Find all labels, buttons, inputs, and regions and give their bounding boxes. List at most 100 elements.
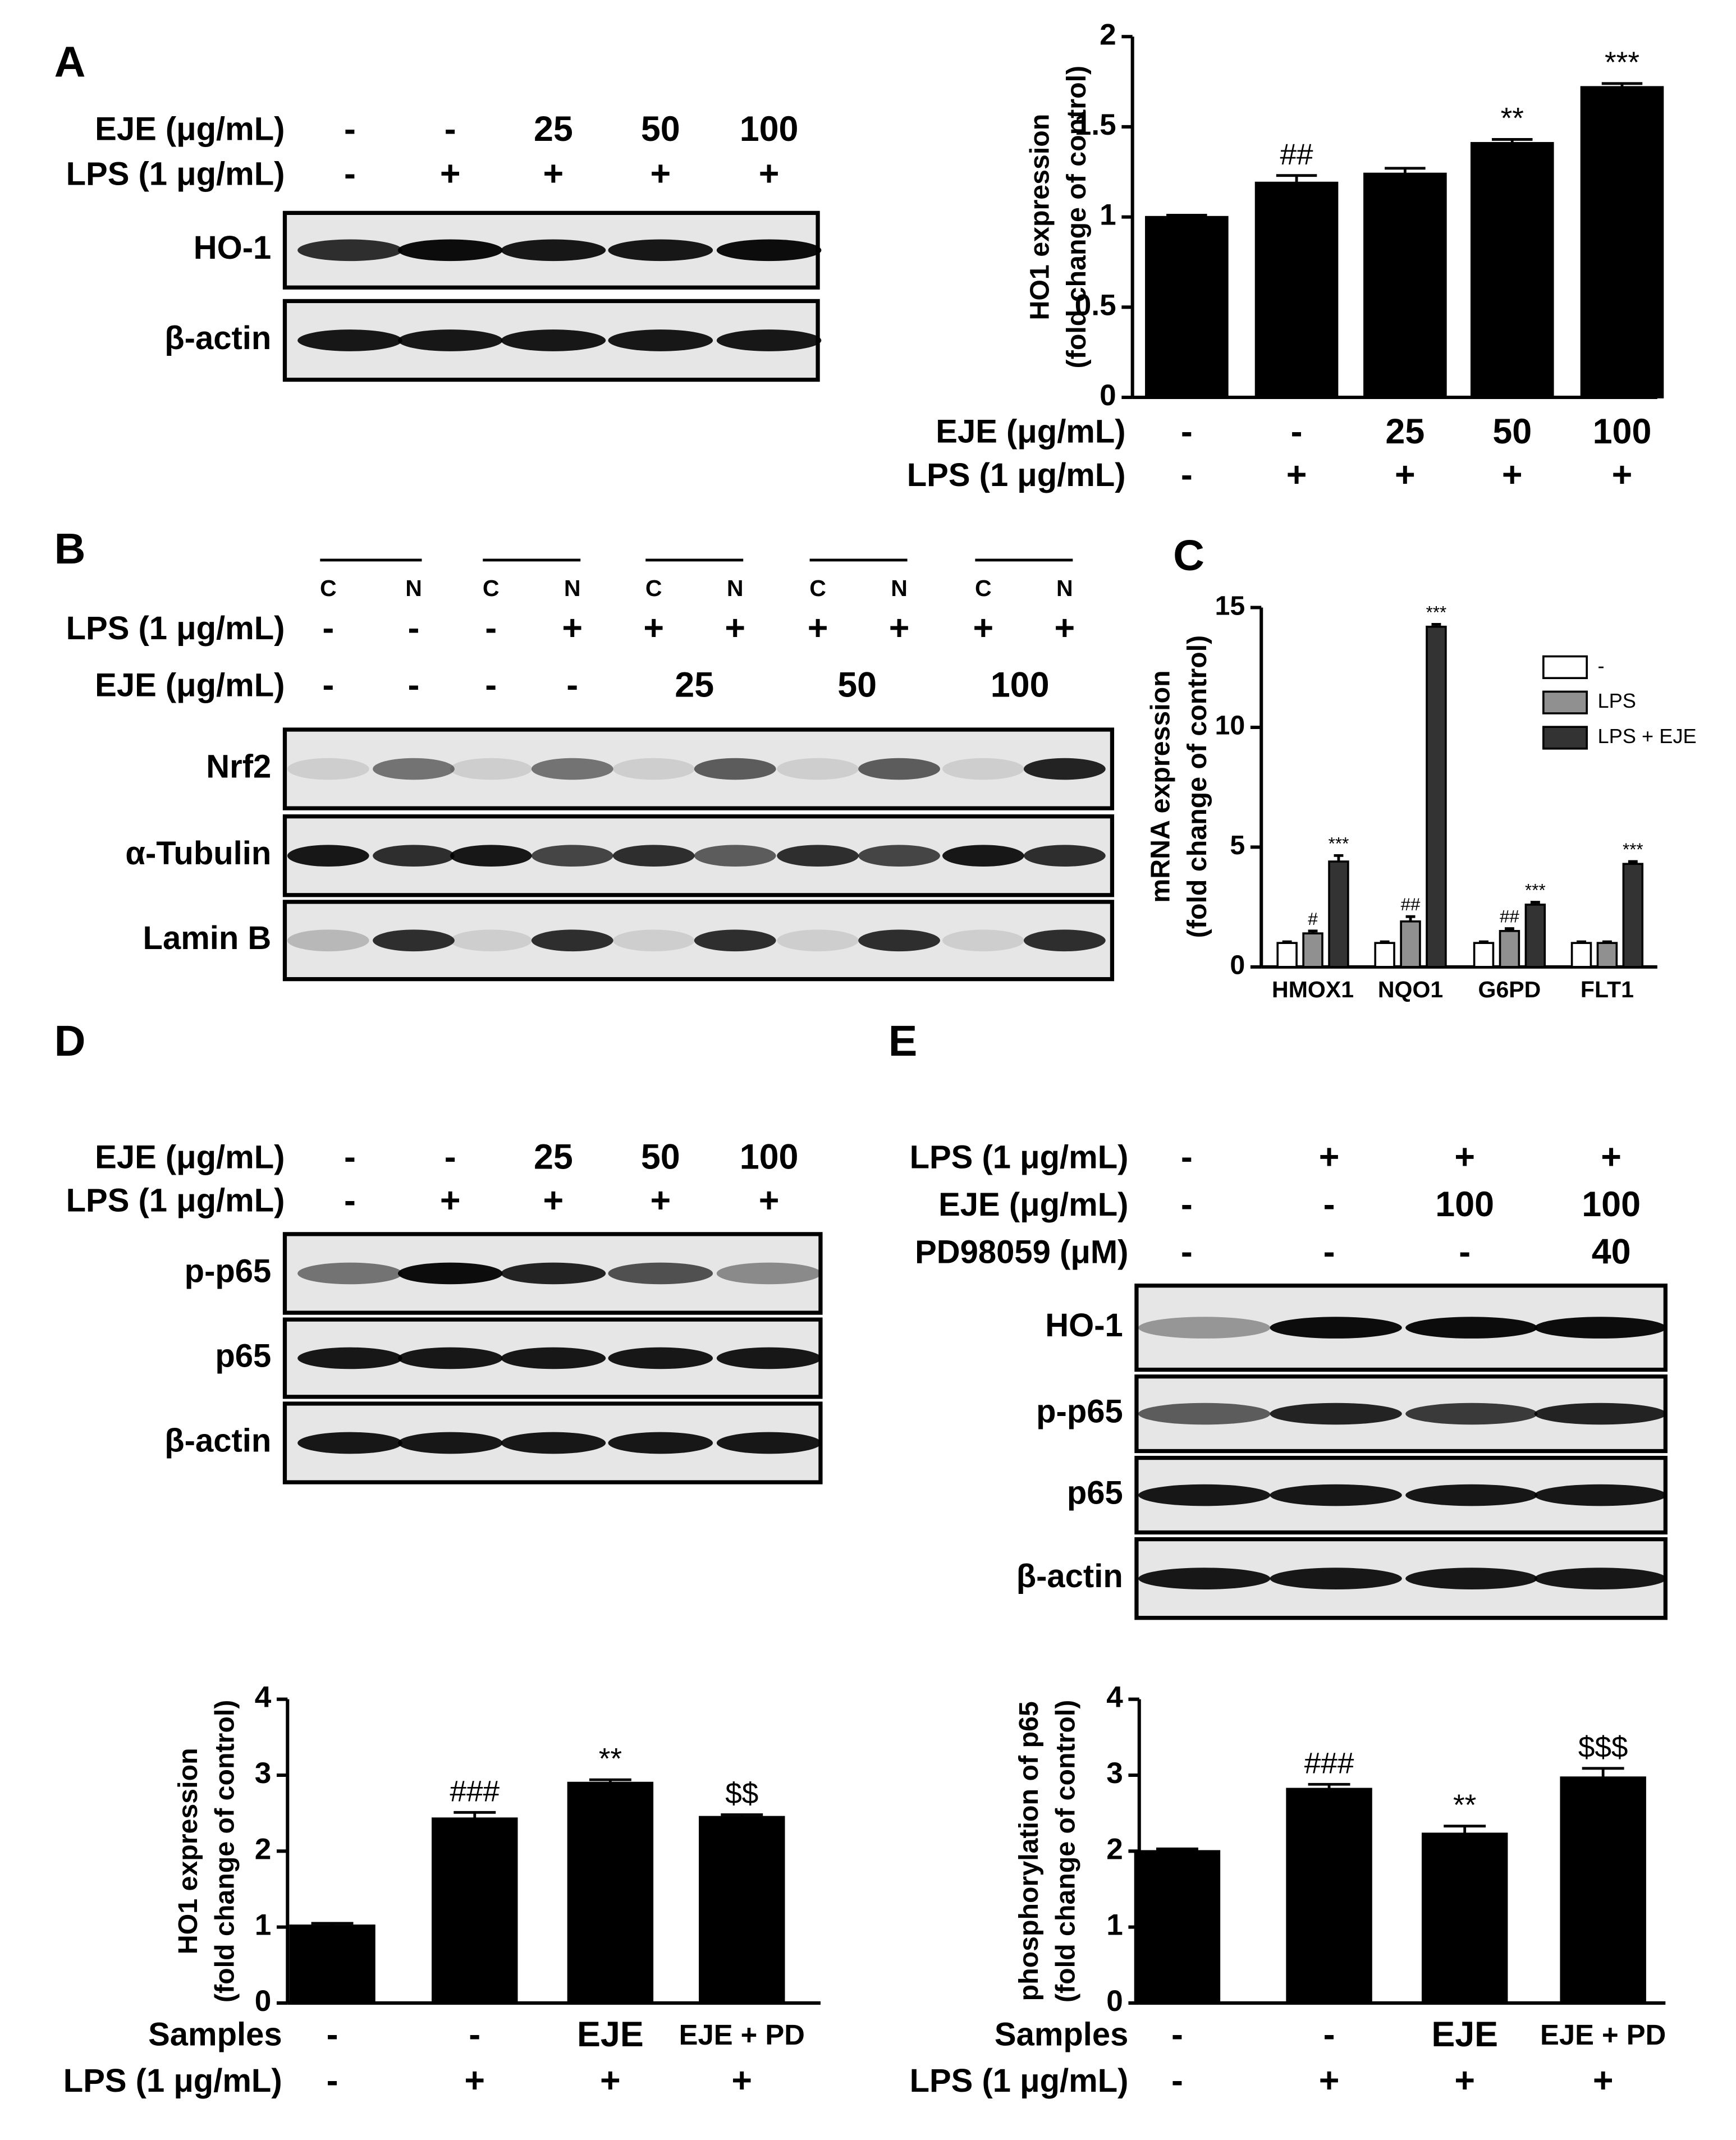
blot-band (531, 845, 613, 867)
condition-value: 100 (1593, 412, 1652, 451)
bar (1560, 1776, 1646, 2004)
condition-value: + (759, 1181, 780, 1220)
y-axis-label: (fold change of control) (1182, 635, 1212, 938)
blot-band (608, 1262, 713, 1285)
blot-band (1534, 1317, 1666, 1339)
blot-band (694, 845, 776, 867)
condition-label: LPS (1 μg/mL) (910, 2063, 1129, 2099)
blot-band (287, 929, 369, 952)
blot-band (397, 329, 503, 351)
condition-label: Samples (995, 2017, 1129, 2053)
condition-label: EJE (μg/mL) (938, 1187, 1128, 1223)
blot-band (397, 239, 503, 262)
significance-label: # (1308, 909, 1318, 929)
blot-band (450, 758, 532, 780)
condition-value: 25 (1385, 412, 1424, 451)
bar (1570, 942, 1592, 968)
fraction-label: N (1056, 575, 1073, 601)
condition-value: + (543, 154, 564, 194)
condition-value: 50 (1492, 412, 1532, 451)
blot-band (297, 239, 402, 262)
condition-label: LPS (1 μg/mL) (63, 2063, 282, 2099)
condition-label: LPS (1 μg/mL) (66, 611, 285, 647)
blot-band (1405, 1403, 1538, 1425)
condition-value: - (1181, 1138, 1193, 1177)
blot-band (531, 929, 613, 952)
blot-band (694, 758, 776, 780)
blot-band (450, 845, 532, 867)
condition-value: + (1612, 455, 1633, 494)
fraction-label: C (975, 575, 992, 601)
condition-value: + (1319, 1138, 1340, 1177)
blot-band (297, 329, 402, 351)
condition-value: 100 (740, 1138, 799, 1177)
panel-label: C (1173, 531, 1204, 580)
fraction-label: C (483, 575, 500, 601)
bar (1470, 142, 1554, 398)
x-tick-label: G6PD (1478, 977, 1541, 1002)
blot-band (287, 845, 369, 867)
blot-band (716, 1432, 822, 1454)
condition-value: - (408, 608, 420, 648)
fraction-label: N (891, 575, 908, 601)
blot-band (694, 929, 776, 952)
legend-label: LPS + EJE (1597, 725, 1696, 748)
blot-band (608, 239, 713, 262)
band-label: Nrf2 (206, 749, 271, 785)
y-tick-label: 4 (255, 1681, 272, 1714)
condition-value: - (1181, 412, 1193, 451)
blot-band (858, 758, 940, 780)
bar (1254, 181, 1339, 398)
fraction-label: N (405, 575, 422, 601)
blot-band (1534, 1568, 1666, 1589)
bar (1596, 942, 1618, 968)
legend-swatch (1542, 655, 1588, 679)
y-tick-label: 1 (255, 1909, 272, 1942)
condition-label: LPS (1 μg/mL) (910, 1139, 1129, 1175)
blot-band (297, 1432, 402, 1454)
blot-band (608, 1347, 713, 1369)
condition-label: EJE (μg/mL) (95, 667, 285, 703)
y-tick-label: 0.5 (1075, 288, 1116, 322)
blot-band (397, 1432, 503, 1454)
blot-band (297, 1262, 402, 1285)
blot-band (716, 239, 822, 262)
condition-value: - (1171, 2015, 1183, 2054)
condition-label: LPS (1 μg/mL) (907, 457, 1126, 493)
condition-value: 40 (1592, 1232, 1631, 1272)
blot-band (397, 1262, 503, 1285)
condition-value: 100 (740, 109, 799, 149)
blot-band (777, 758, 859, 780)
condition-value: - (1323, 1185, 1335, 1224)
condition-value: - (1459, 1232, 1471, 1272)
y-tick-label: 0 (1100, 379, 1116, 412)
blot-band (501, 1262, 606, 1285)
significance-label: *** (1623, 840, 1643, 859)
condition-value: - (1291, 412, 1303, 451)
fraction-label: C (809, 575, 826, 601)
condition-value: - (344, 109, 356, 149)
blot-band (858, 845, 940, 867)
legend-swatch (1542, 726, 1588, 750)
condition-value: + (1286, 455, 1307, 494)
band-label: β-actin (1016, 1559, 1123, 1594)
y-axis-label: (fold change of control) (1050, 1700, 1080, 2002)
condition-value: - (322, 666, 334, 705)
condition-value: EJE + PD (679, 2019, 805, 2051)
condition-value: + (650, 1181, 671, 1220)
bar (1426, 625, 1447, 968)
blot-band (501, 239, 606, 262)
blot-band (373, 758, 455, 780)
band-label: β-actin (164, 320, 271, 356)
condition-value: - (1323, 2015, 1335, 2054)
condition-value: + (562, 608, 583, 648)
bar (432, 1817, 518, 2004)
blot-band (1405, 1484, 1538, 1506)
significance-label: *** (1329, 833, 1349, 853)
y-tick-label: 0 (255, 1985, 272, 2018)
legend-label: LPS (1597, 689, 1636, 712)
blot-band (501, 1432, 606, 1454)
blot-band (450, 929, 532, 952)
panel-label: E (888, 1017, 918, 1065)
